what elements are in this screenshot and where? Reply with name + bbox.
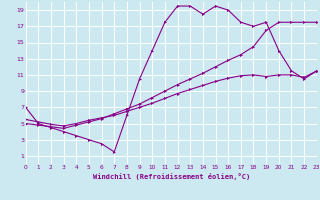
X-axis label: Windchill (Refroidissement éolien,°C): Windchill (Refroidissement éolien,°C)	[92, 173, 250, 180]
